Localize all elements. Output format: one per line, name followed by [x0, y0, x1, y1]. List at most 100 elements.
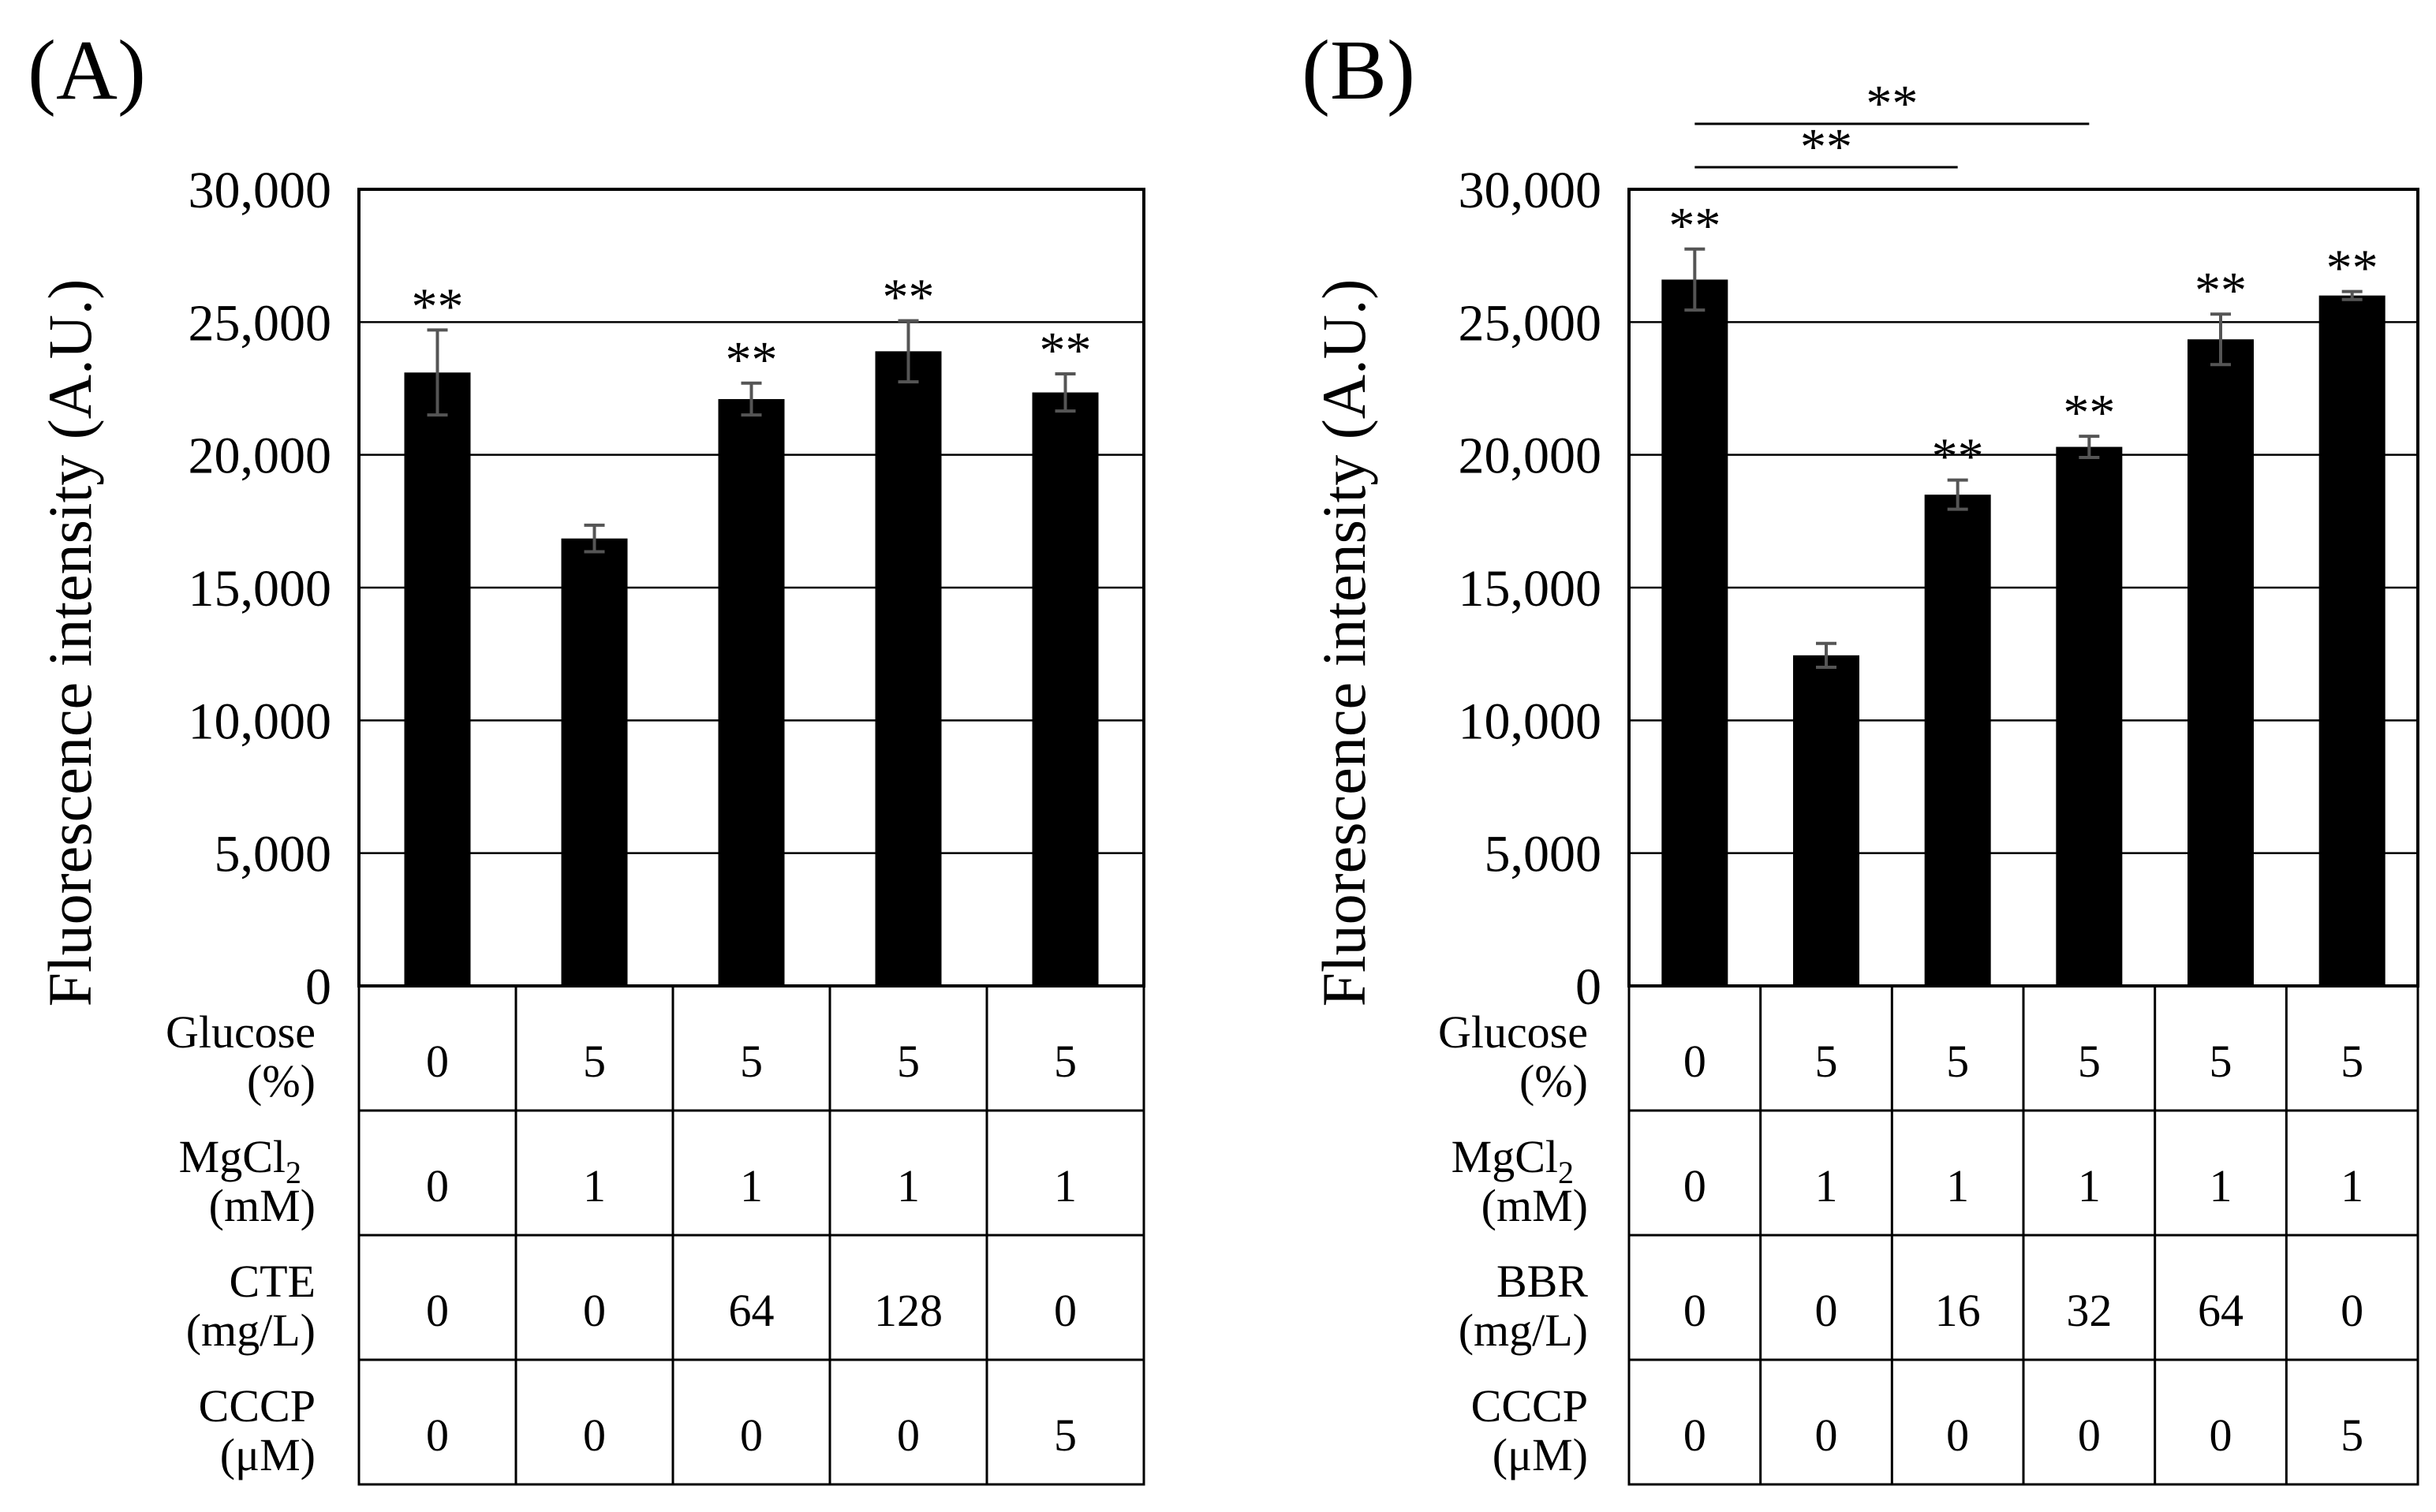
table-cell: 1 [897, 1160, 920, 1211]
significance-mark: ** [1668, 197, 1721, 255]
table-cell: 0 [426, 1036, 449, 1087]
table-row-unit: (%) [247, 1055, 316, 1107]
table-cell: 5 [1054, 1036, 1077, 1087]
table-row-label: Glucose [166, 1006, 316, 1058]
significance-mark: ** [2063, 384, 2115, 442]
bar [875, 351, 942, 986]
table-row-unit: (%) [1519, 1055, 1588, 1107]
bar [2188, 339, 2254, 986]
bar [561, 538, 628, 986]
table-cell: 16 [1935, 1285, 1981, 1336]
significance-mark: ** [883, 269, 935, 327]
error-bar [1816, 641, 1836, 669]
y-axis-label: Fluorescence intensity (A.U.) [35, 279, 104, 1007]
table-cell: 1 [740, 1160, 763, 1211]
table-cell: 5 [740, 1036, 763, 1087]
y-tick-label: 5,000 [1485, 826, 1602, 883]
comparison-mark: ** [1800, 118, 1852, 176]
bar [2318, 295, 2386, 987]
table-cell: 0 [2078, 1409, 2101, 1461]
y-tick-label: 20,000 [1459, 427, 1602, 485]
bar [2056, 446, 2123, 986]
y-tick-label: 30,000 [189, 162, 332, 219]
error-bar [584, 523, 605, 554]
table-cell: 5 [583, 1036, 606, 1087]
table-cell: 0 [426, 1160, 449, 1211]
table-cell: 0 [583, 1409, 606, 1461]
bar [404, 372, 471, 986]
error-bar [2341, 289, 2363, 301]
table-cell: 5 [2341, 1036, 2363, 1087]
bar [1661, 279, 1728, 986]
error-bar [1055, 371, 1076, 413]
error-bar [2210, 312, 2231, 367]
table-cell: 0 [1054, 1285, 1077, 1336]
table-cell: 0 [426, 1409, 449, 1461]
table-row-label: Glucose [1438, 1006, 1588, 1058]
table-row-unit: (mg/L) [186, 1305, 316, 1356]
significance-mark: ** [2326, 240, 2378, 297]
y-tick-label: 25,000 [1459, 294, 1602, 352]
table-cell: 0 [1946, 1409, 1969, 1461]
table-row-label: CTE [229, 1256, 316, 1307]
table-cell: 32 [2066, 1285, 2112, 1336]
panel-label: (B) [1302, 24, 1415, 118]
table-cell: 64 [729, 1285, 775, 1336]
table-cell: 5 [2078, 1036, 2101, 1087]
table-row-label: MgCl2 [179, 1131, 301, 1190]
significance-mark: ** [1040, 322, 1092, 379]
table-cell: 0 [1683, 1036, 1706, 1087]
table-row-label-subscript: 2 [286, 1155, 301, 1190]
table-row-label: CCCP [1471, 1380, 1588, 1432]
table-row-label-text: MgCl [1452, 1131, 1558, 1182]
y-tick-label: 15,000 [1459, 560, 1602, 618]
table-cell: 0 [2341, 1285, 2363, 1336]
table-cell: 5 [2210, 1036, 2232, 1087]
table-cell: 5 [1946, 1036, 1969, 1087]
table-cell: 0 [1815, 1285, 1838, 1336]
table-cell: 1 [1946, 1160, 1969, 1211]
y-tick-label: 30,000 [1459, 162, 1602, 219]
table-cell: 128 [874, 1285, 943, 1336]
significance-mark: ** [2195, 262, 2247, 319]
error-bar [427, 328, 448, 417]
panel-a: (A) 0 5,000 10,000 15,000 20,000 25,000 30,000 F… [28, 24, 1145, 1486]
panel-b: (B) 0 5,000 10,000 15,000 20,000 25,000 30,000 F… [1302, 24, 2419, 1486]
y-tick-label: 5,000 [215, 826, 332, 883]
table-cell: 0 [1683, 1285, 1706, 1336]
bar [1924, 495, 1991, 986]
table-row-unit: (mM) [1481, 1180, 1588, 1231]
table-row-label: BBR [1496, 1256, 1588, 1307]
table-cell: 1 [2210, 1160, 2232, 1211]
error-bar [898, 319, 919, 384]
table-cell: 0 [897, 1409, 920, 1461]
table-cell: 0 [583, 1285, 606, 1336]
table-cell: 5 [897, 1036, 920, 1087]
table-cell: 5 [1054, 1409, 1077, 1461]
table-cell: 0 [740, 1409, 763, 1461]
table-cell: 0 [1683, 1160, 1706, 1211]
y-axis-label: Fluorescence intensity (A.U.) [1310, 279, 1378, 1007]
error-bar [1947, 478, 1968, 511]
y-tick-label: 0 [305, 958, 331, 1016]
table-cell: 64 [2198, 1285, 2244, 1336]
table-row-unit: (μM) [1493, 1429, 1588, 1480]
error-bar [741, 381, 762, 417]
y-tick-label: 0 [1575, 958, 1601, 1016]
table-row-label: CCCP [199, 1380, 316, 1432]
comparison-mark: ** [1866, 75, 1918, 133]
error-bar [1684, 247, 1706, 312]
table-cell: 5 [1815, 1036, 1838, 1087]
y-tick-label: 20,000 [189, 427, 332, 485]
error-bar [2079, 435, 2100, 460]
table-cell: 1 [1054, 1160, 1077, 1211]
table-cell: 0 [1683, 1409, 1706, 1461]
table-cell: 1 [1815, 1160, 1838, 1211]
table-row-label-text: MgCl [179, 1131, 286, 1182]
bar [1793, 655, 1859, 986]
table-row-label: MgCl2 [1452, 1131, 1574, 1190]
bar [1032, 392, 1099, 986]
table-row-unit: (μM) [220, 1429, 316, 1480]
table-cell: 1 [2078, 1160, 2101, 1211]
